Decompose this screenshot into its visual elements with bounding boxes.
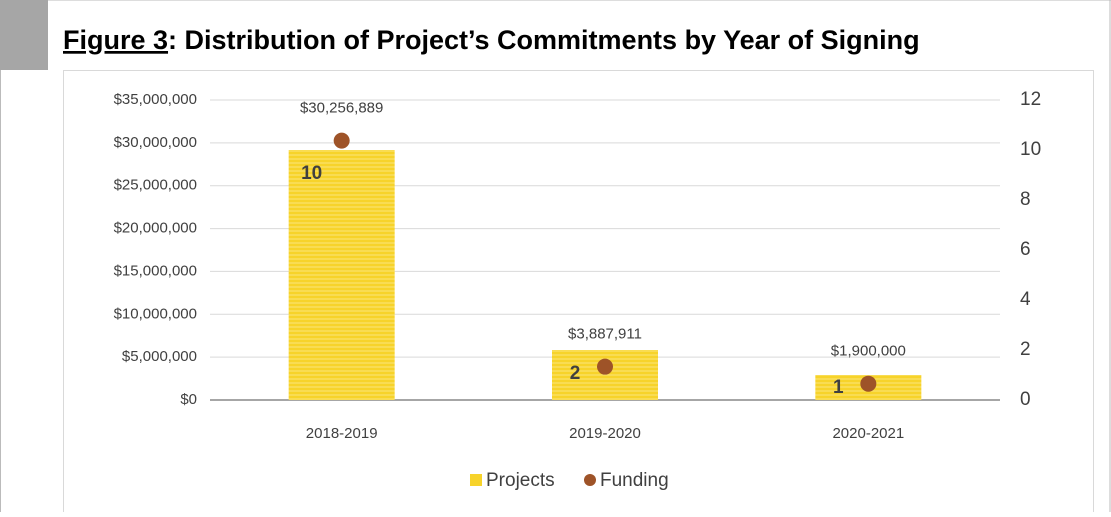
y2-tick-label: 6	[1020, 239, 1031, 260]
y2-tick-label: 8	[1020, 189, 1031, 210]
y-tick-label: $25,000,000	[114, 177, 197, 194]
side-tab	[0, 0, 48, 70]
y-tick-label: $10,000,000	[114, 305, 197, 322]
bar-label: 10	[301, 163, 322, 184]
legend-label: Projects	[486, 470, 555, 491]
bar	[288, 150, 395, 400]
y-tick-label: $30,000,000	[114, 134, 197, 151]
funding-dot	[860, 375, 877, 392]
funding-dot	[597, 358, 613, 375]
legend-swatch	[584, 474, 596, 486]
funding-label: $3,887,911	[568, 326, 642, 343]
funding-label: $30,256,889	[300, 100, 383, 117]
y-tick-label: $15,000,000	[114, 262, 197, 279]
chart-frame	[63, 70, 1094, 516]
funding-dot	[333, 132, 350, 149]
y-tick-label: $0	[180, 391, 197, 408]
y2-tick-label: 2	[1020, 339, 1031, 360]
x-tick-label: 2018-2019	[306, 425, 378, 442]
y-tick-label: $20,000,000	[114, 220, 197, 237]
legend-label: Funding	[600, 470, 669, 491]
y-tick-label: $35,000,000	[114, 91, 197, 108]
bar	[552, 350, 658, 400]
x-tick-label: 2020-2021	[832, 425, 904, 442]
x-tick-label: 2019-2020	[569, 425, 641, 442]
funding-label: $1,900,000	[831, 343, 906, 360]
chart-title: Figure 3: Distribution of Project’s Comm…	[63, 25, 920, 55]
y2-tick-label: 0	[1020, 389, 1031, 410]
bar-label: 1	[833, 377, 844, 398]
title-text: : Distribution of Project’s Commitments …	[168, 25, 920, 55]
y2-tick-label: 4	[1020, 289, 1031, 310]
y2-tick-label: 12	[1020, 89, 1041, 110]
legend-swatch	[470, 474, 482, 486]
bar-label: 2	[570, 363, 581, 384]
figure-label: Figure 3	[63, 25, 168, 55]
y-tick-label: $5,000,000	[122, 348, 197, 365]
y2-tick-label: 10	[1020, 139, 1041, 160]
